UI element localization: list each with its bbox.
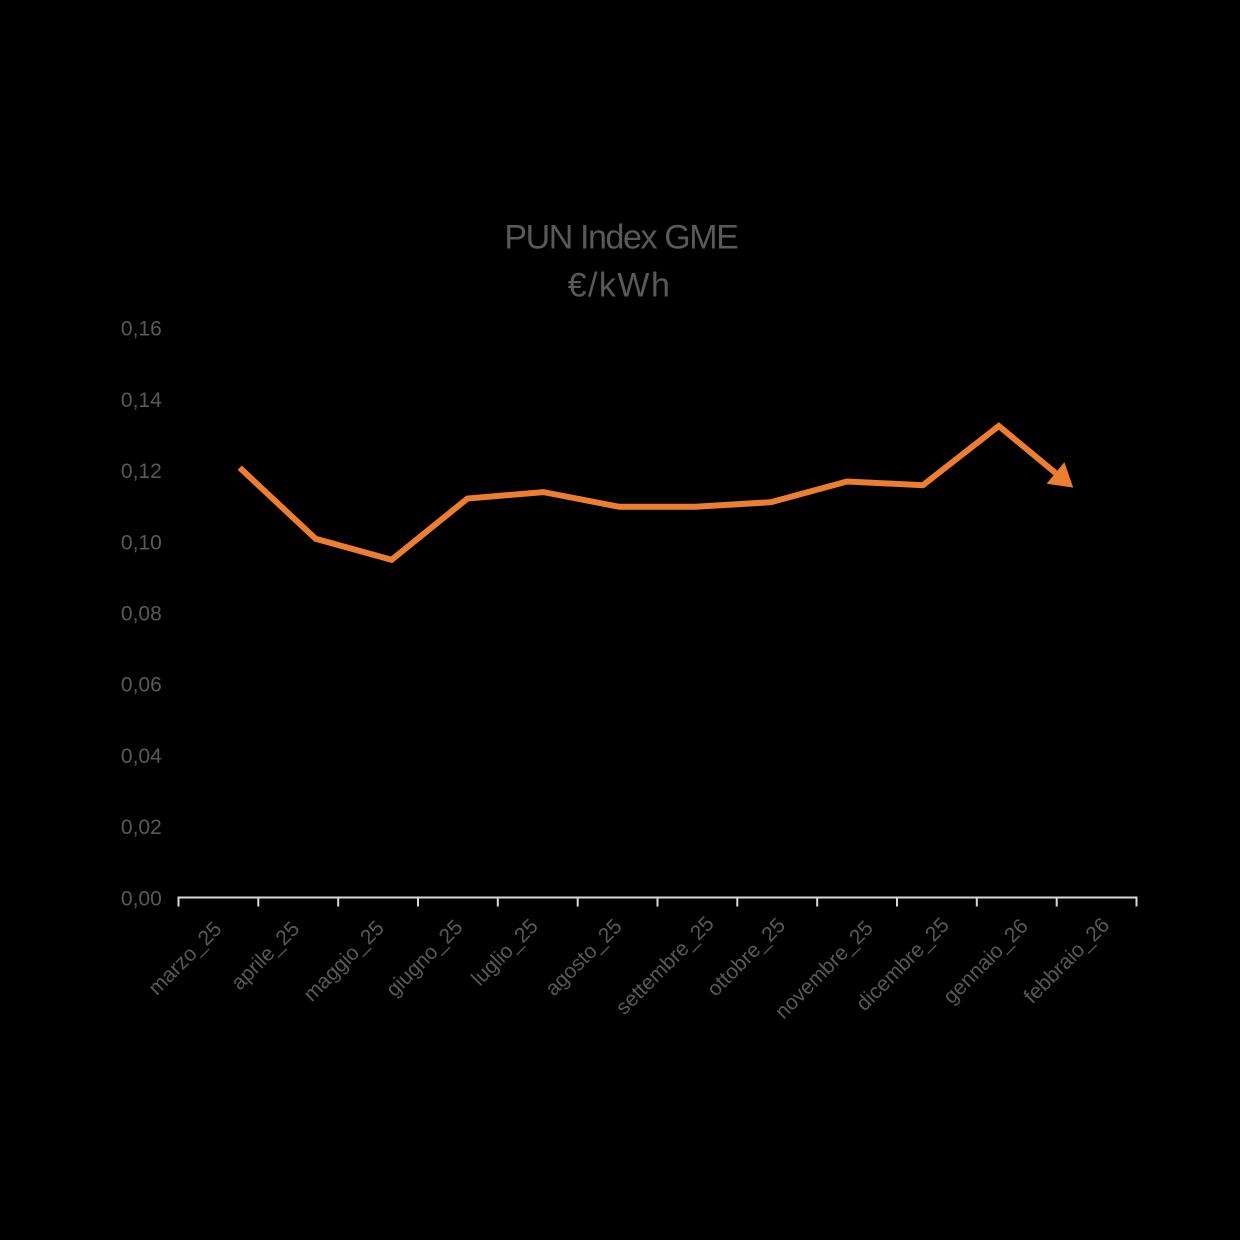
svg-text:PUN Index GME: PUN Index GME [504,219,738,257]
svg-text:0,06: 0,06 [121,674,162,697]
svg-text:0,00: 0,00 [121,887,162,910]
svg-text:0,10: 0,10 [121,531,162,554]
svg-text:0,02: 0,02 [121,816,162,839]
svg-text:€/kWh: €/kWh [568,267,672,305]
svg-text:0,16: 0,16 [121,318,162,341]
svg-text:0,12: 0,12 [121,460,162,483]
svg-text:0,08: 0,08 [121,603,162,626]
svg-text:0,14: 0,14 [121,389,162,412]
svg-text:0,04: 0,04 [121,745,162,768]
